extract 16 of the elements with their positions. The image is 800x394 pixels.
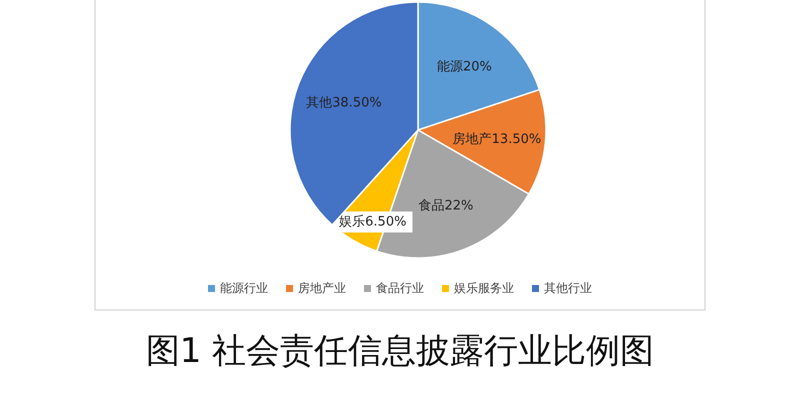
legend-label: 娱乐服务业 (454, 281, 514, 295)
data-label: 娱乐6.50% (339, 214, 406, 230)
data-label: 食品22% (418, 198, 474, 214)
legend-label: 其他行业 (544, 281, 592, 295)
data-label: 能源20% (436, 60, 492, 75)
legend-item: 房地产业 (286, 281, 346, 295)
legend-label: 能源行业 (220, 281, 268, 295)
legend-item: 其他行业 (532, 281, 592, 295)
legend-label: 食品行业 (376, 281, 424, 295)
text: 图1 社会责任信息披露行业比例图 (146, 331, 654, 371)
data-label: 房地产13.50% (452, 131, 542, 148)
legend-item: 娱乐服务业 (442, 281, 514, 295)
data-label: 其他38.50% (306, 96, 382, 110)
legend-item: 能源行业 (208, 281, 268, 295)
legend-item: 食品行业 (364, 281, 424, 295)
legend-label: 房地产业 (298, 281, 346, 295)
